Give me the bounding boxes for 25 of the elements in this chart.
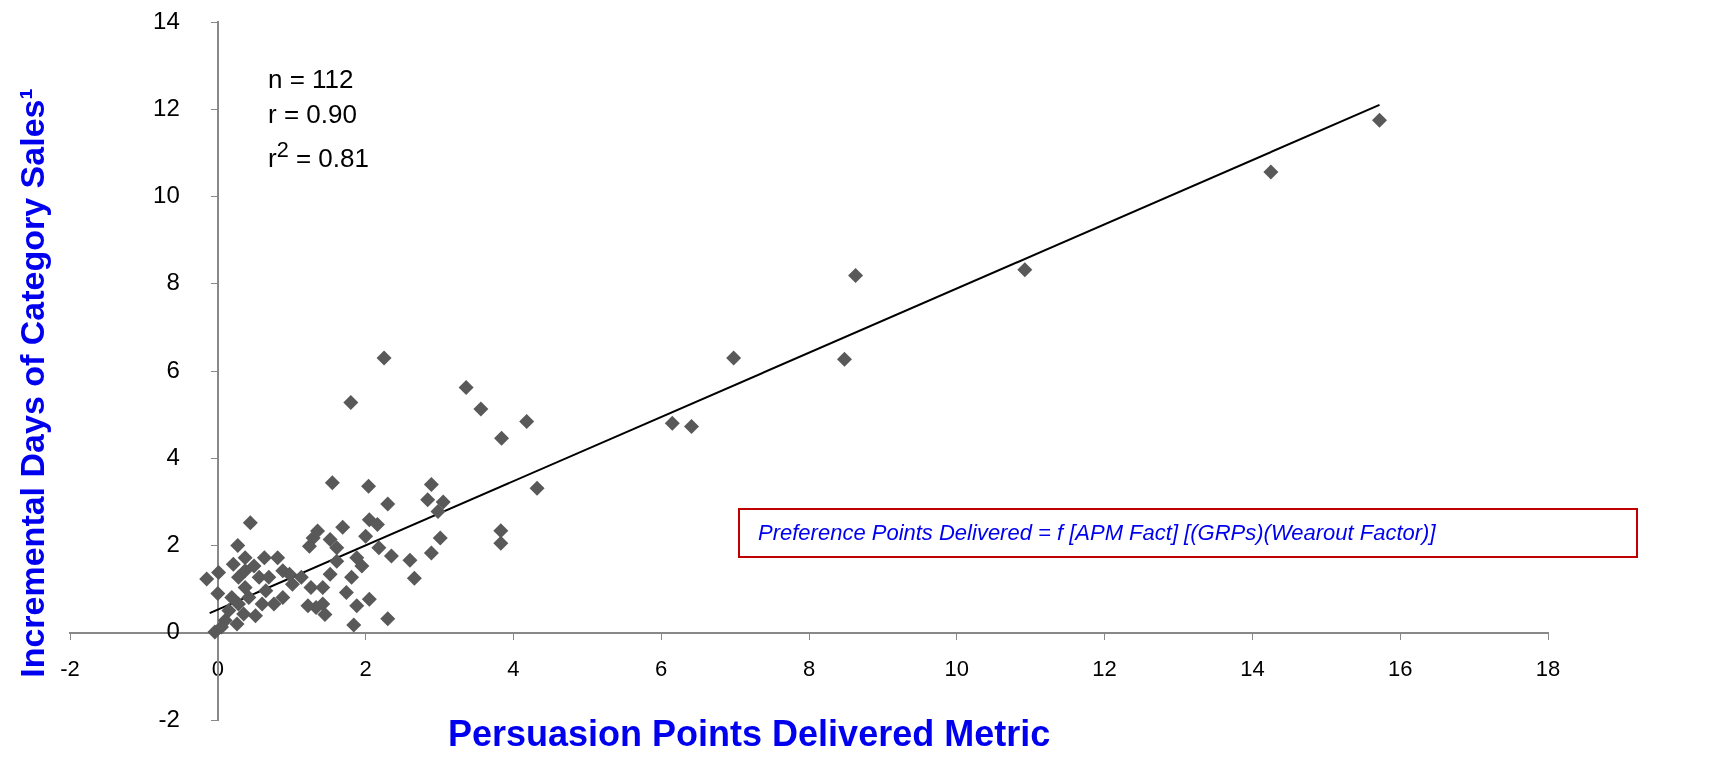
x-tick-label: 10 (944, 656, 970, 682)
y-tick-label: 6 (166, 355, 180, 383)
x-tick-label: 12 (1092, 656, 1117, 682)
x-tick-label: 2 (359, 656, 372, 682)
annotation: Preference Points Delivered = f [APM Fact] [(GRPs)(Wearout Factor)] (738, 508, 1638, 558)
y-tick-label: -2 (158, 704, 180, 732)
x-tick-label: 14 (1240, 656, 1265, 682)
y-tick-label: 12 (153, 93, 180, 121)
x-tick-label: -2 (60, 656, 80, 682)
y-axis-title: Incremental Days of Category Sales¹ (12, 88, 52, 678)
x-tick-label: 16 (1387, 656, 1413, 682)
y-tick-label: 10 (153, 181, 180, 209)
annotation: n = 112 (268, 63, 355, 96)
annotation: r = 0.90 (268, 98, 358, 131)
x-tick-label: 8 (802, 656, 816, 682)
y-tick-label: 14 (153, 6, 180, 34)
x-axis-title: Persuasion Points Delivered Metric (448, 713, 1051, 755)
annotation: r$^{2}$ = 0.81 (268, 136, 369, 175)
x-tick-label: 6 (655, 656, 668, 682)
y-tick-label: 0 (166, 617, 180, 645)
x-tick-label: 4 (507, 656, 520, 682)
x-tick-label: 18 (1535, 656, 1561, 682)
y-tick-label: 8 (166, 268, 180, 296)
y-tick-label: 4 (166, 442, 180, 470)
y-tick-label: 2 (166, 530, 180, 558)
